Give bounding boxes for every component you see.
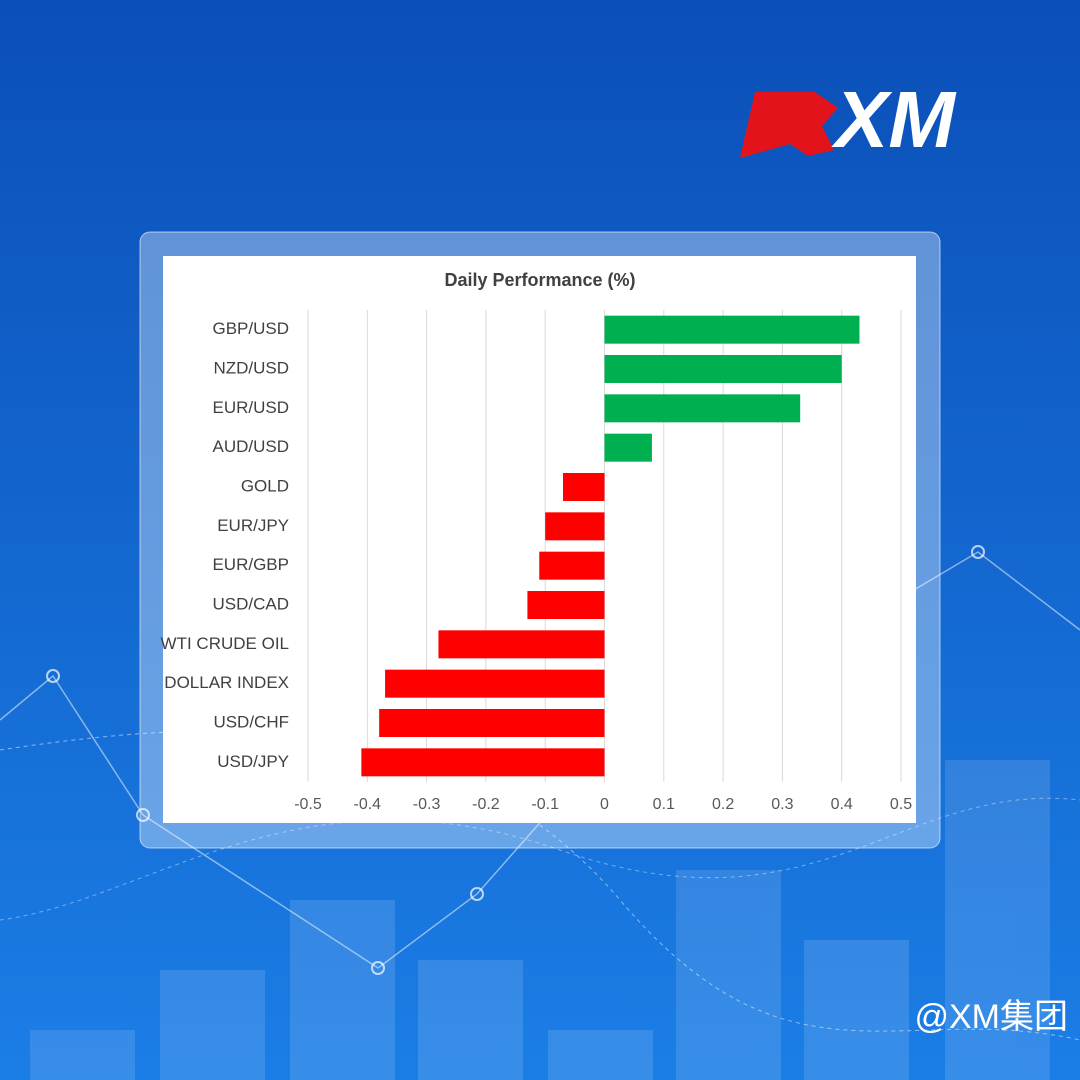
y-tick-label: GBP/USD <box>212 319 289 338</box>
y-tick-label: USD/JPY <box>217 752 289 771</box>
bar <box>385 669 605 698</box>
bar <box>545 512 605 541</box>
y-tick-label: EUR/JPY <box>217 516 289 535</box>
y-tick-label: AUD/USD <box>212 437 289 456</box>
y-tick-label: NZD/USD <box>213 358 289 377</box>
y-tick-label: DOLLAR INDEX <box>164 673 289 692</box>
chart-title: Daily Performance (%) <box>444 270 635 290</box>
watermark: @XM集团 <box>914 998 1068 1036</box>
bar <box>539 551 605 580</box>
x-tick-label: 0.3 <box>771 796 793 813</box>
bar <box>604 355 842 383</box>
bar <box>604 394 801 423</box>
decor-bars <box>30 760 1050 1080</box>
decor-dashed <box>0 797 1080 921</box>
decor-dots <box>46 545 985 975</box>
bar <box>604 315 860 344</box>
x-tick-label: 0.5 <box>890 796 912 813</box>
x-tick-label: -0.2 <box>472 796 500 813</box>
y-tick-label: EUR/USD <box>212 398 289 417</box>
x-tick-label: -0.5 <box>294 796 322 813</box>
logo-mark <box>740 92 838 158</box>
x-tick-label: -0.3 <box>413 796 441 813</box>
bar <box>604 433 652 462</box>
bar <box>438 630 605 659</box>
y-tick-label: USD/CAD <box>212 594 289 613</box>
bar <box>527 591 605 619</box>
x-tick-label: 0.4 <box>831 796 853 813</box>
decor-dashed <box>0 730 1080 1041</box>
bar <box>361 748 605 777</box>
x-tick-label: 0.2 <box>712 796 734 813</box>
y-tick-label: GOLD <box>241 476 289 495</box>
y-tick-label: EUR/GBP <box>212 555 289 574</box>
x-tick-label: -0.4 <box>354 796 382 813</box>
y-tick-label: USD/CHF <box>213 712 289 731</box>
logo: XM <box>740 75 957 164</box>
x-tick-label: -0.1 <box>531 796 559 813</box>
y-tick-label: WTI CRUDE OIL <box>161 634 289 653</box>
x-tick-label: 0.1 <box>653 796 675 813</box>
logo-text: XM <box>831 75 957 164</box>
bar <box>379 709 605 737</box>
bar <box>562 473 605 501</box>
x-tick-label: 0 <box>600 796 609 813</box>
